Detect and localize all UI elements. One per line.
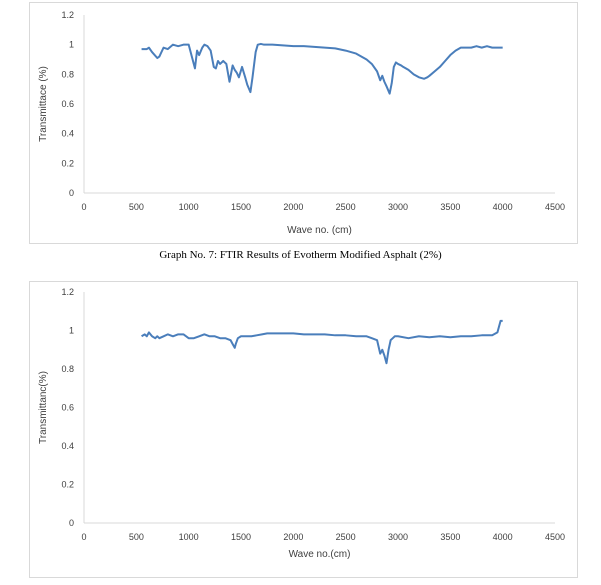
chart-2-y-axis-title: Transmittanc(%)	[38, 371, 49, 444]
chart-1-x-tick-label: 3000	[388, 202, 408, 212]
chart-2-x-tick-label: 2000	[283, 532, 303, 542]
chart-2: 0 0.2 0.4 0.6 0.8 1 1.2 0 500 1000 1500 2000 2500 300…	[29, 281, 578, 578]
chart-1-y-axis-title: Transmittace (%)	[38, 66, 49, 142]
chart-1-y-tick-label: 0.6	[61, 99, 74, 109]
chart-2-series-line-1	[141, 319, 503, 365]
chart-2-plot: 0 0.2 0.4 0.6 0.8 1 1.2 0 500 1000 1500 2000 2500 300…	[38, 287, 565, 560]
chart-1-y-tick-label: 0.8	[61, 69, 74, 79]
chart-1-x-tick-label: 3500	[440, 202, 460, 212]
chart-2-y-tick-label: 1.2	[61, 287, 74, 297]
chart-2-x-tick-label: 1500	[231, 532, 251, 542]
chart-2-y-tick-label: 0.4	[61, 441, 74, 451]
chart-2-x-tick-label: 0	[81, 532, 86, 542]
chart-1-x-tick-label: 2000	[283, 202, 303, 212]
chart-1-y-tick-label: 0	[69, 188, 74, 198]
chart-1-x-axis-title: Wave no. (cm)	[287, 225, 352, 236]
chart-1-series-line-1	[141, 42, 503, 95]
chart-2-x-tick-label: 500	[129, 532, 144, 542]
chart-2-y-tick-label: 0.8	[61, 364, 74, 374]
chart-1-plot: 0 0.2 0.4 0.6 0.8 1 1.2 0 500 1000 1500 2000 2500 300…	[38, 10, 565, 236]
chart-2-y-tick-label: 0	[69, 518, 74, 528]
chart-2-x-tick-label: 3500	[440, 532, 460, 542]
chart-1-x-tick-label: 4500	[545, 202, 565, 212]
chart-1-y-tick-label: 1	[69, 40, 74, 50]
chart-2-x-tick-label: 4500	[545, 532, 565, 542]
chart-2-y-tick-label: 1	[69, 326, 74, 336]
chart-1-y-tick-label: 1.2	[61, 10, 74, 20]
chart-2-y-tick-label: 0.6	[61, 403, 74, 413]
chart-1-x-tick-label: 1500	[231, 202, 251, 212]
chart-1-x-tick-label: 500	[129, 202, 144, 212]
chart-1-x-tick-label: 2500	[336, 202, 356, 212]
chart-2-x-tick-label: 4000	[493, 532, 513, 542]
chart-1-x-tick-label: 1000	[179, 202, 199, 212]
chart-1-x-tick-label: 0	[81, 202, 86, 212]
chart-1: 0 0.2 0.4 0.6 0.8 1 1.2 0 500 1000 1500 2000 2500 300…	[29, 2, 578, 244]
chart-2-x-axis-title: Wave no.(cm)	[289, 549, 351, 560]
figure-caption: Graph No. 7: FTIR Results of Evotherm Mo…	[159, 249, 442, 261]
chart-2-y-tick-label: 0.2	[61, 480, 74, 490]
chart-1-y-tick-label: 0.4	[61, 129, 74, 139]
chart-1-x-tick-label: 4000	[493, 202, 513, 212]
chart-2-x-tick-label: 2500	[336, 532, 356, 542]
chart-1-y-tick-label: 0.2	[61, 158, 74, 168]
chart-2-x-tick-label: 1000	[179, 532, 199, 542]
chart-2-x-tick-label: 3000	[388, 532, 408, 542]
